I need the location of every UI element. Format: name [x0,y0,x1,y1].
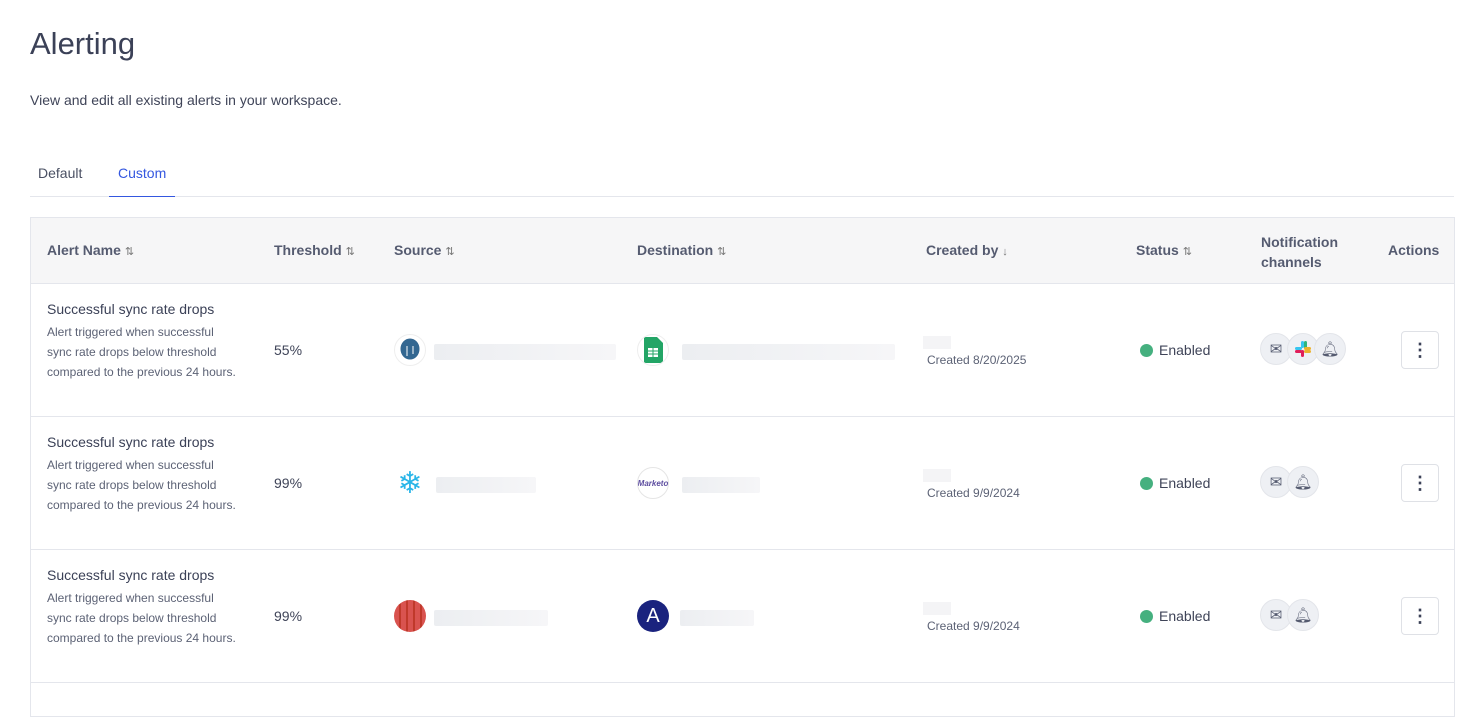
creator-redacted [923,469,951,482]
col-status[interactable]: Status ⇅ [1136,242,1192,258]
actions-menu-button[interactable]: ⋮ [1401,597,1439,635]
table-header: Alert Name ⇅ Threshold ⇅ Source ⇅ Destin… [31,218,1454,284]
marketo-icon: Marketo [637,467,669,499]
actions-menu-button[interactable]: ⋮ [1401,331,1439,369]
email-icon: ✉ [1260,333,1292,365]
bell-icon: 🔔︎ [1314,333,1346,365]
created-date: Created 9/9/2024 [927,619,1020,633]
tab-custom[interactable]: Custom [109,165,176,197]
col-created-by[interactable]: Created by ↓ [926,242,1008,258]
amplitude-icon: A [637,600,669,632]
sort-down-icon: ↓ [1002,246,1008,258]
threshold: 99% [274,608,303,624]
google-sheets-icon [637,334,669,366]
status-badge: Enabled [1140,475,1210,491]
col-alert-name[interactable]: Alert Name ⇅ [47,242,134,258]
col-notification-channels: Notification channels [1261,234,1338,270]
email-icon: ✉ [1260,599,1292,631]
status-dot [1140,476,1153,490]
creator-redacted [923,336,951,349]
bell-icon: 🔔︎ [1287,466,1319,498]
created-date: Created 8/20/2025 [927,353,1027,367]
col-label: Status [1136,242,1179,258]
alert-description: Alert triggered when successful sync rat… [47,325,236,379]
status-label: Enabled [1159,608,1211,624]
notification-channels: ✉ 🔔︎ [1260,333,1346,365]
threshold: 55% [274,342,303,358]
source-name-redacted [434,344,616,360]
table-row[interactable]: Successful sync rate drops Alert trigger… [31,417,1454,550]
snowflake-icon: ❄ [397,467,423,499]
page-subtitle: View and edit all existing alerts in you… [30,92,342,108]
alert-name[interactable]: Successful sync rate drops [47,434,215,450]
bell-icon: 🔔︎ [1287,599,1319,631]
page-title: Alerting [30,26,136,61]
destination-name-redacted [680,610,754,626]
status-badge: Enabled [1140,608,1210,624]
sort-icon: ⇅ [445,246,455,258]
tab-default[interactable]: Default [38,165,83,181]
col-label: Destination [637,242,714,258]
source-name-redacted [436,477,536,493]
threshold: 99% [274,475,303,491]
status-label: Enabled [1159,342,1211,358]
alert-name[interactable]: Successful sync rate drops [47,301,215,317]
created-date: Created 9/9/2024 [927,486,1020,500]
alert-name[interactable]: Successful sync rate drops [47,567,215,583]
alert-description: Alert triggered when successful sync rat… [47,591,236,645]
creator-redacted [923,602,951,615]
col-label: Created by [926,242,999,258]
col-destination[interactable]: Destination ⇅ [637,242,726,258]
actions-menu-button[interactable]: ⋮ [1401,464,1439,502]
col-label: Source [394,242,442,258]
sort-icon: ⇅ [1182,246,1192,258]
col-actions: Actions [1388,242,1440,258]
source-name-redacted [434,610,548,626]
col-label: Alert Name [47,242,121,258]
status-badge: Enabled [1140,342,1210,358]
status-label: Enabled [1159,475,1211,491]
destination-name-redacted [682,344,895,360]
notification-channels: ✉ 🔔︎ [1260,599,1319,631]
sort-icon: ⇅ [345,246,355,258]
alerts-table: Alert Name ⇅ Threshold ⇅ Source ⇅ Destin… [30,217,1455,717]
status-dot [1140,609,1153,623]
alert-description: Alert triggered when successful sync rat… [47,458,236,512]
status-dot [1140,343,1153,357]
sort-icon: ⇅ [717,246,727,258]
table-row[interactable]: Successful sync rate drops Alert trigger… [31,550,1454,683]
notification-channels: ✉ 🔔︎ [1260,466,1319,498]
col-threshold[interactable]: Threshold ⇅ [274,242,355,258]
tabs: Default Custom [30,156,1454,197]
email-icon: ✉ [1260,466,1292,498]
redshift-icon [394,600,426,632]
col-label: Threshold [274,242,342,258]
sort-icon: ⇅ [124,246,135,258]
col-source[interactable]: Source ⇅ [394,242,455,258]
postgresql-icon [394,334,426,366]
destination-name-redacted [682,477,760,493]
table-row[interactable]: Successful sync rate drops Alert trigger… [31,284,1454,417]
